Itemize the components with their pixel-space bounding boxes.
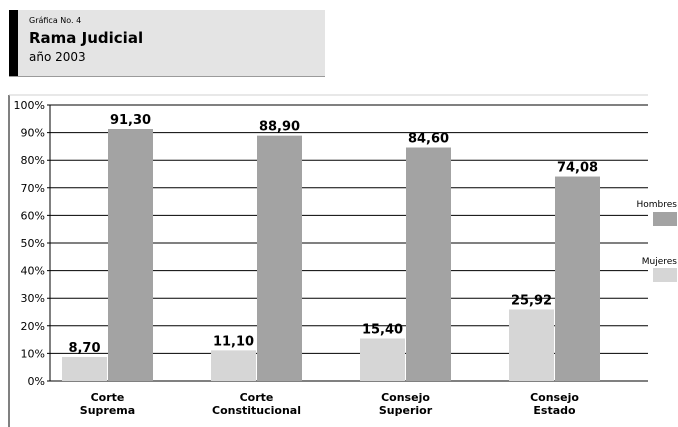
legend-label: Hombres	[637, 200, 678, 210]
data-label: 91,30	[110, 113, 151, 128]
x-tick-label: Corte Constitucional	[212, 391, 301, 417]
bar	[257, 135, 302, 381]
y-tick-label: 10%	[21, 347, 45, 360]
data-label: 88,90	[259, 120, 300, 135]
data-label: 74,08	[557, 161, 598, 176]
data-label: 11,10	[213, 334, 254, 349]
data-label: 15,40	[362, 322, 403, 337]
bar	[406, 147, 451, 381]
x-tick-label: Consejo Estado	[530, 391, 579, 417]
bar	[509, 309, 554, 381]
legend-label: Mujeres	[642, 257, 678, 267]
data-label: 8,70	[68, 341, 100, 356]
bar	[360, 338, 405, 381]
y-tick-label: 70%	[21, 182, 45, 195]
data-label: 25,92	[511, 293, 552, 308]
y-tick-label: 50%	[21, 237, 45, 250]
y-tick-label: 80%	[21, 154, 45, 167]
bar	[108, 129, 153, 381]
legend-swatch	[653, 212, 677, 226]
chart-title: Rama Judicial	[29, 29, 144, 47]
bar	[211, 350, 256, 381]
y-tick-label: 60%	[21, 209, 45, 222]
y-tick-label: 100%	[14, 99, 45, 112]
y-tick-label: 40%	[21, 265, 45, 278]
x-tick-label: Corte Suprema	[80, 391, 135, 417]
x-tick-label: Consejo Superior	[379, 391, 433, 417]
legend-swatch	[653, 268, 677, 282]
y-tick-label: 30%	[21, 292, 45, 305]
figure-number: Gráfica No. 4	[29, 16, 82, 25]
y-tick-label: 20%	[21, 320, 45, 333]
chart-header: Gráfica No. 4 Rama Judicial año 2003	[9, 10, 325, 77]
y-tick-label: 0%	[28, 375, 45, 388]
y-tick-label: 90%	[21, 127, 45, 140]
bar	[555, 176, 600, 381]
data-label: 84,60	[408, 132, 449, 147]
header-accent-bar	[9, 10, 18, 76]
chart-subtitle: año 2003	[29, 50, 86, 64]
bar	[62, 356, 107, 381]
